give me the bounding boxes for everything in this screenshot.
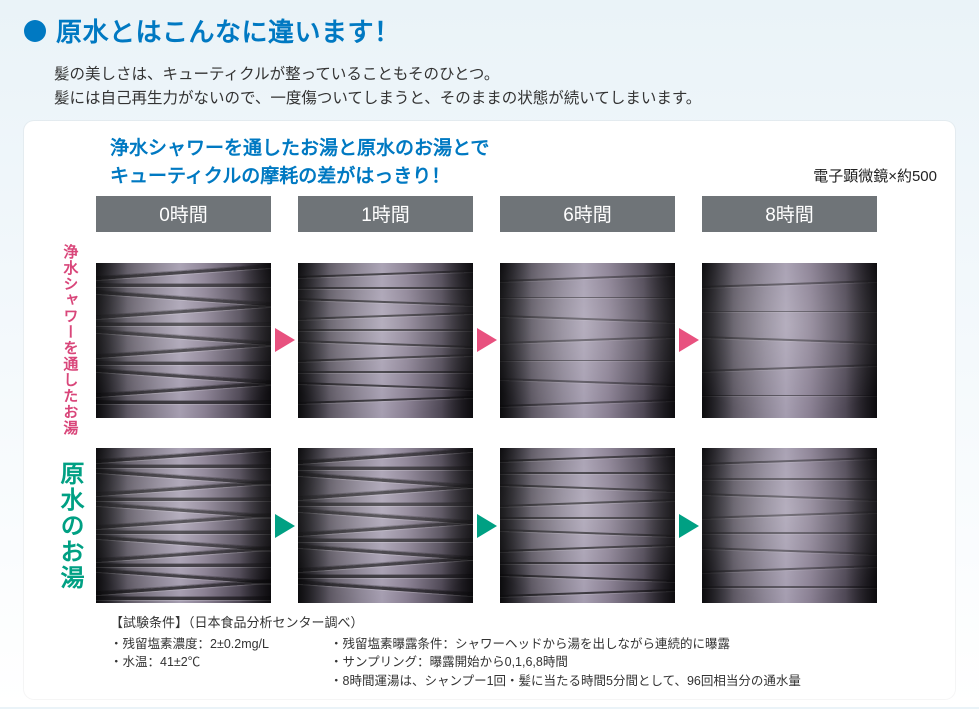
hair-image-filtered-2 bbox=[500, 263, 675, 418]
time-header: 6時間 bbox=[500, 196, 675, 232]
hair-image-filtered-0 bbox=[96, 263, 271, 418]
comparison-grid: 0時間 1時間 6時間 8時間浄水シャワーを通したお湯原水のお湯 bbox=[42, 196, 937, 603]
time-header: 0時間 bbox=[96, 196, 271, 232]
condition-item: ・水温：41±2℃ bbox=[110, 653, 280, 672]
title-row: 原水とはこんなに違います！ bbox=[24, 12, 955, 49]
page-title: 原水とはこんなに違います！ bbox=[56, 12, 401, 49]
conditions-title: 【試験条件】（日本食品分析センター調べ） bbox=[110, 613, 937, 633]
intro-text: 髪の美しさは、キューティクルが整っていることもそのひとつ。 髪には自己再生力がな… bbox=[54, 63, 955, 111]
hair-image-raw-0 bbox=[96, 448, 271, 603]
intro-line-1: 髪の美しさは、キューティクルが整っていることもそのひとつ。 bbox=[54, 63, 955, 87]
arrow-green-icon bbox=[473, 448, 500, 603]
microscope-note: 電子顕微鏡×約500 bbox=[813, 165, 937, 186]
arrow-pink-icon bbox=[473, 263, 500, 418]
arrow-green-icon bbox=[271, 448, 298, 603]
hair-image-raw-1 bbox=[298, 448, 473, 603]
condition-item: ・残留塩素曝露条件：シャワーヘッドから湯を出しながら連続的に曝露 bbox=[330, 635, 801, 654]
condition-item: ・サンプリング：曝露開始から0,1,6,8時間 bbox=[330, 653, 801, 672]
conditions-right: ・残留塩素曝露条件：シャワーヘッドから湯を出しながら連続的に曝露・サンプリング：… bbox=[330, 635, 801, 691]
hair-image-filtered-1 bbox=[298, 263, 473, 418]
sub-head-line-1: 浄水シャワーを通したお湯と原水のお湯とで bbox=[110, 135, 937, 163]
arrow-pink-icon bbox=[271, 263, 298, 418]
condition-item: ・残留塩素濃度：2±0.2mg/L bbox=[110, 635, 280, 654]
arrow-pink-icon bbox=[675, 263, 702, 418]
comparison-panel: 浄水シャワーを通したお湯と原水のお湯とで キューティクルの摩耗の差がはっきり！ … bbox=[24, 121, 955, 699]
arrow-green-icon bbox=[675, 448, 702, 603]
time-header: 8時間 bbox=[702, 196, 877, 232]
row-label-raw: 原水のお湯 bbox=[54, 461, 84, 591]
bullet-icon bbox=[24, 20, 46, 42]
hair-image-raw-2 bbox=[500, 448, 675, 603]
intro-line-2: 髪には自己再生力がないので、一度傷ついてしまうと、そのままの状態が続いてしまいま… bbox=[54, 87, 955, 111]
hair-image-raw-3 bbox=[702, 448, 877, 603]
hair-image-filtered-3 bbox=[702, 263, 877, 418]
test-conditions: 【試験条件】（日本食品分析センター調べ） ・残留塩素濃度：2±0.2mg/L・水… bbox=[110, 613, 937, 691]
row-label-filtered: 浄水シャワーを通したお湯 bbox=[60, 244, 79, 436]
time-header: 1時間 bbox=[298, 196, 473, 232]
condition-item: ・8時間運湯は、シャンプー1回・髪に当たる時間5分間として、96回相当分の通水量 bbox=[330, 672, 801, 691]
conditions-left: ・残留塩素濃度：2±0.2mg/L・水温：41±2℃ bbox=[110, 635, 280, 691]
